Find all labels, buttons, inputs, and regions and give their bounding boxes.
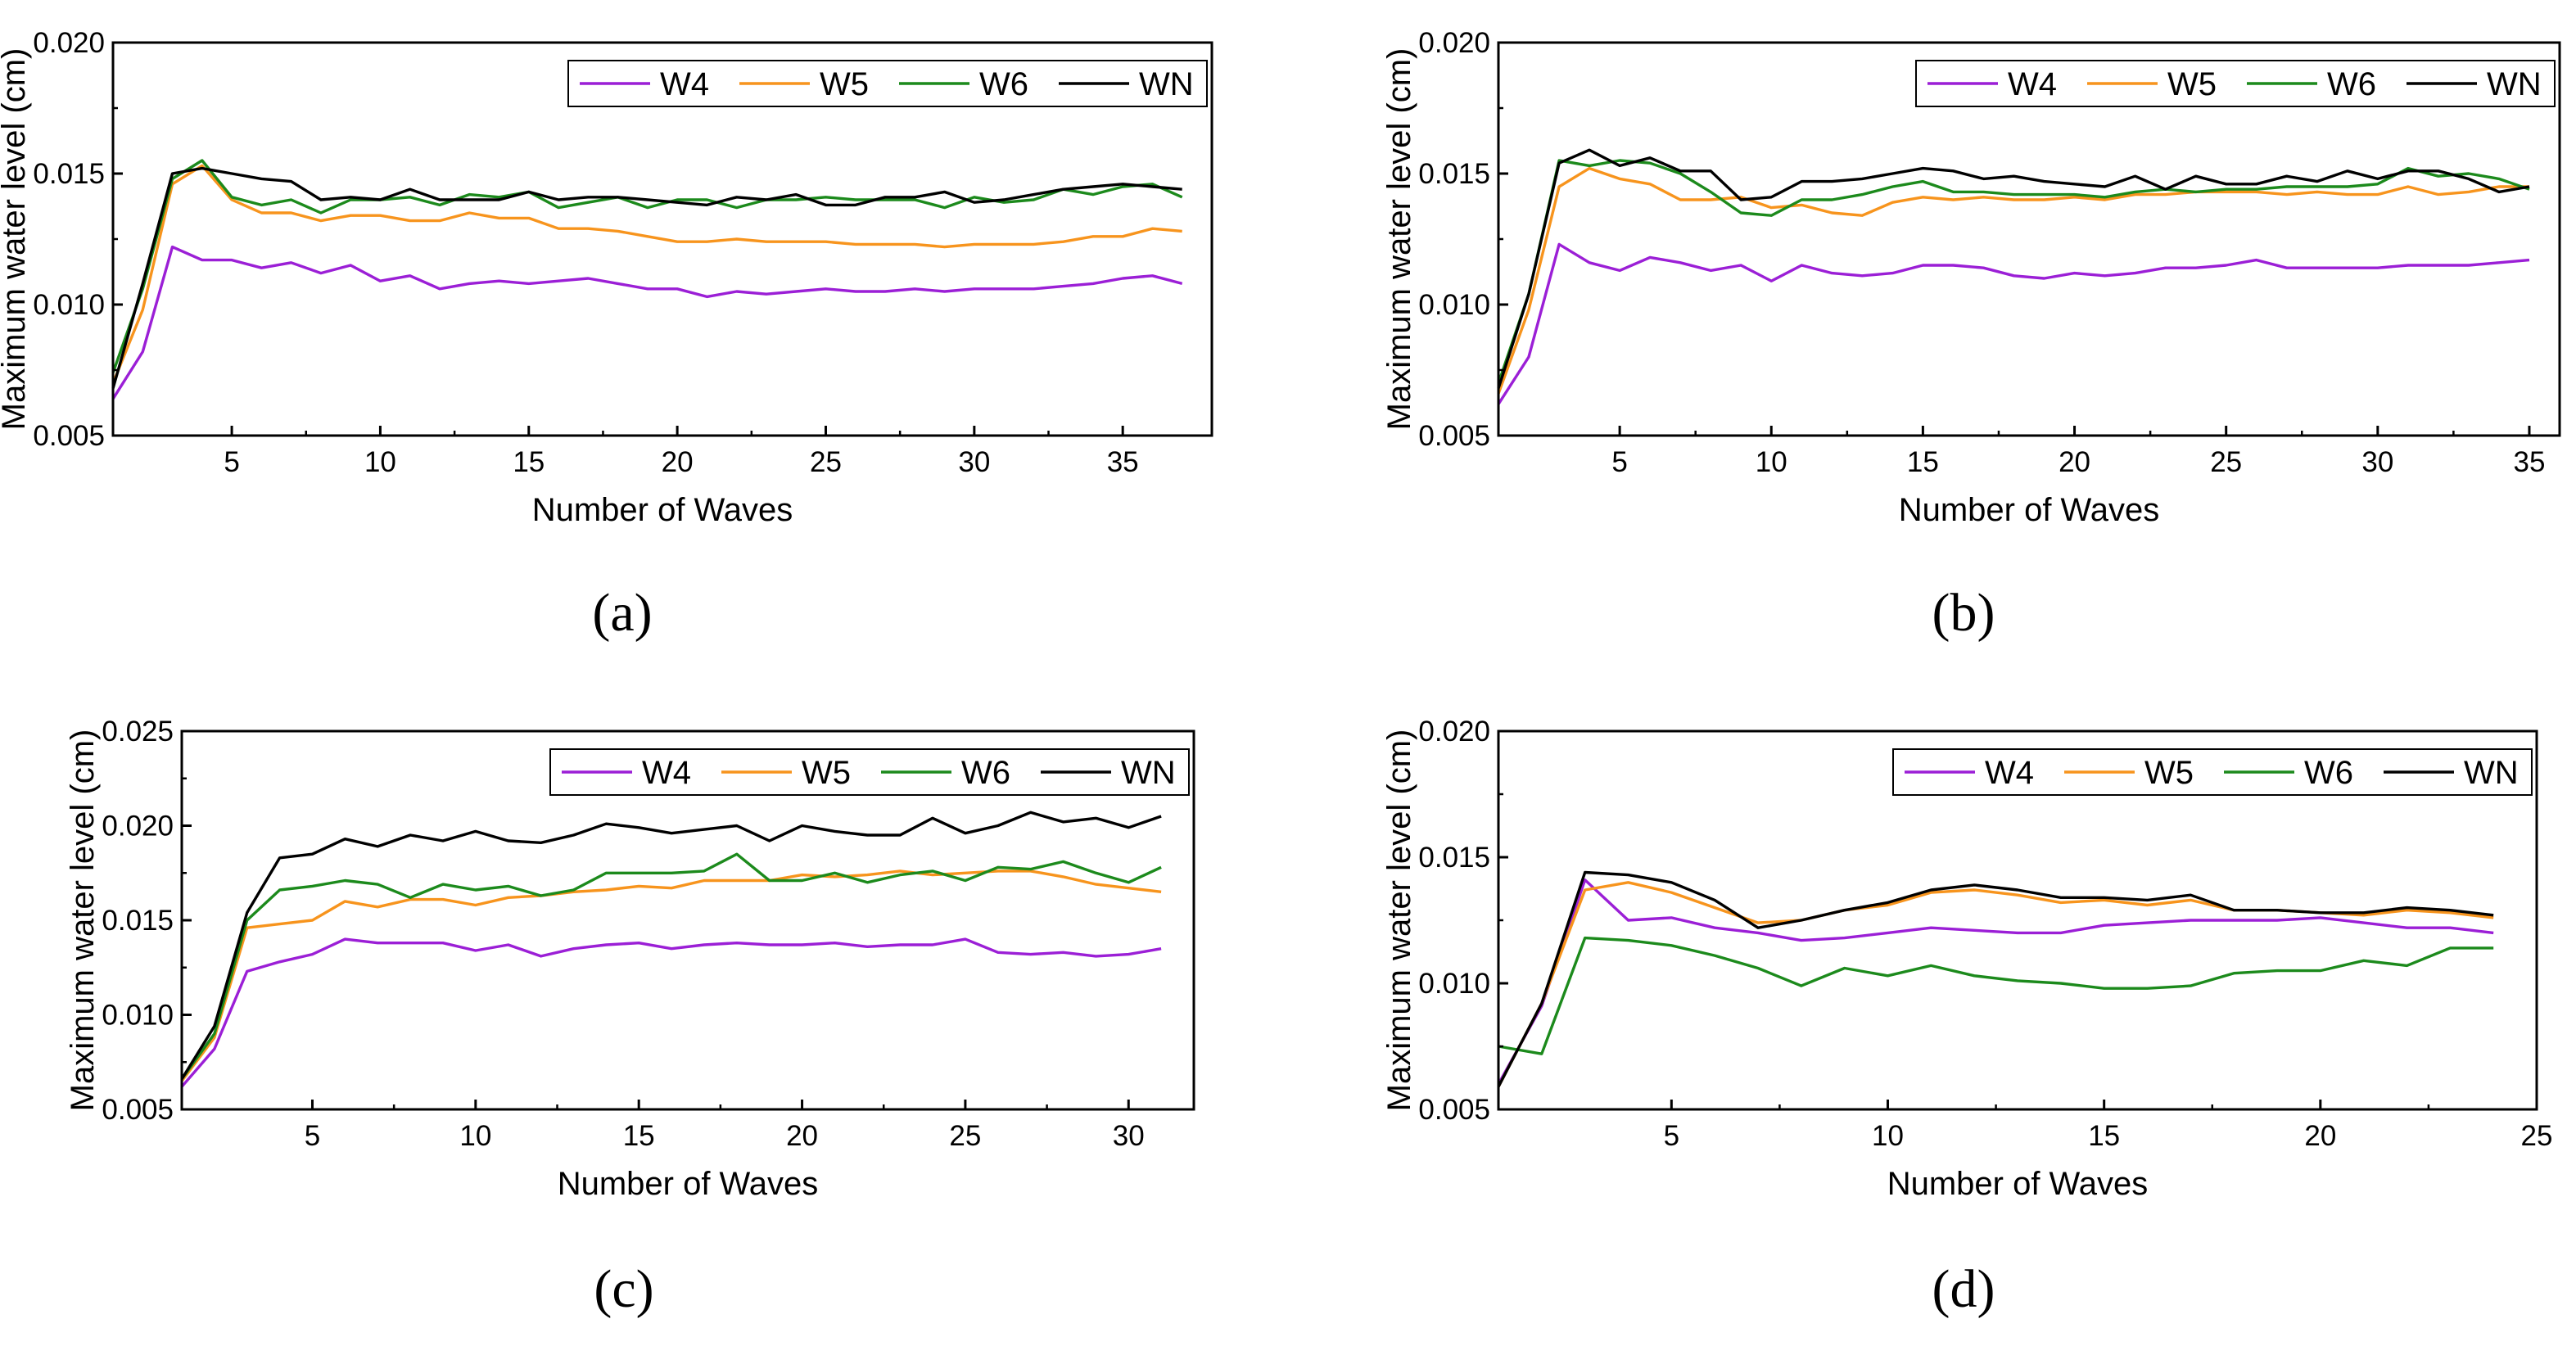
legend-label-wn: WN	[1121, 755, 1176, 791]
x-tick-label: 35	[2514, 446, 2546, 478]
y-tick-label: 0.015	[33, 158, 105, 190]
legend-label-w4: W4	[2008, 66, 2057, 102]
panel-caption: (b)	[1932, 583, 1995, 643]
series-line-w6	[180, 852, 1162, 1080]
x-tick-label: 15	[1907, 446, 1939, 478]
legend: W4 W5 W6 WN	[567, 60, 1208, 107]
legend-label-w5: W5	[2167, 66, 2217, 102]
x-tick-label: 25	[2521, 1120, 2553, 1152]
legend: W4 W5 W6 WN	[1892, 748, 2533, 796]
legend-label-w5: W5	[2144, 755, 2194, 791]
x-tick-label: 5	[305, 1120, 320, 1152]
legend-label-wn: WN	[2464, 755, 2519, 791]
y-tick-label: 0.020	[33, 27, 105, 59]
panel-caption: (c)	[594, 1259, 653, 1319]
x-tick-label: 25	[2210, 446, 2242, 478]
panel-caption: (d)	[1932, 1259, 1995, 1319]
series-line-wn	[180, 811, 1162, 1080]
y-tick-label: 0.010	[33, 289, 105, 321]
y-axis-title: Maximum water level (cm)	[0, 48, 32, 431]
y-tick-label: 0.015	[1418, 842, 1490, 874]
legend-label-w4: W4	[1985, 755, 2034, 791]
series-line-w4	[1497, 878, 2494, 1086]
y-tick-label: 0.005	[102, 1094, 174, 1126]
legend-label-w6: W6	[979, 66, 1028, 102]
x-tick-label: 20	[2304, 1120, 2336, 1152]
x-tick-label: 15	[513, 446, 545, 478]
x-tick-label: 15	[623, 1120, 655, 1152]
x-axis-title: Number of Waves	[1887, 1166, 2149, 1202]
x-tick-label: 20	[786, 1120, 818, 1152]
legend: W4 W5 W6 WN	[549, 748, 1190, 796]
series-line-w4	[111, 245, 1183, 400]
x-axis-title: Number of Waves	[558, 1166, 819, 1202]
series-line-wn	[1497, 148, 2530, 389]
legend-label-w4: W4	[642, 755, 691, 791]
y-tick-label: 0.020	[1418, 716, 1490, 748]
chart-panel-c: 5 10 15 20 25 30 0.005 0.010 0.015 0.020 0.025 Numb…	[65, 716, 1195, 1319]
x-axis-title: Number of Waves	[1899, 492, 2160, 528]
x-tick-label: 35	[1107, 446, 1139, 478]
x-tick-label: 30	[958, 446, 990, 478]
x-tick-label: 10	[1756, 446, 1787, 478]
x-tick-label: 15	[2088, 1120, 2120, 1152]
panel-caption: (a)	[592, 583, 652, 643]
y-tick-label: 0.020	[1418, 27, 1490, 59]
y-tick-label: 0.010	[102, 1000, 174, 1032]
y-axis-title: Maximum water level (cm)	[1381, 48, 1417, 431]
series-line-w6	[1498, 936, 2494, 1055]
y-tick-label: 0.020	[102, 811, 174, 842]
series-line-w5	[180, 869, 1162, 1082]
legend-label-w5: W5	[820, 66, 869, 102]
x-tick-label: 10	[1872, 1120, 1904, 1152]
x-tick-label: 20	[662, 446, 694, 478]
legend-label-wn: WN	[2487, 66, 2542, 102]
x-tick-label: 25	[949, 1120, 981, 1152]
chart-panel-a: 5 10 15 20 25 30 35 0.005 0.010 0.015 0.020 Number …	[0, 27, 1213, 643]
legend-label-w6: W6	[2327, 66, 2376, 102]
legend: W4 W5 W6 WN	[1915, 60, 2556, 107]
x-tick-label: 10	[459, 1120, 491, 1152]
legend-label-wn: WN	[1139, 66, 1194, 102]
x-tick-label: 5	[1611, 446, 1627, 478]
x-tick-label: 5	[224, 446, 239, 478]
x-tick-label: 20	[2059, 446, 2090, 478]
series-line-w6	[1497, 159, 2530, 384]
x-tick-label: 30	[2361, 446, 2393, 478]
x-tick-label: 10	[364, 446, 396, 478]
y-axis-title: Maximum water level (cm)	[65, 729, 101, 1112]
y-tick-label: 0.010	[1418, 289, 1490, 321]
y-tick-label: 0.005	[1418, 420, 1490, 452]
legend-label-w4: W4	[660, 66, 709, 102]
x-tick-label: 5	[1664, 1120, 1679, 1152]
series-line-w4	[1497, 242, 2530, 405]
series-line-w4	[180, 937, 1162, 1088]
legend-label-w6: W6	[2304, 755, 2353, 791]
x-tick-label: 25	[810, 446, 842, 478]
y-axis-title: Maximum water level (cm)	[1381, 729, 1417, 1112]
series-line-wn	[1497, 870, 2494, 1088]
series-line-w5	[1497, 166, 2529, 395]
x-axis-title: Number of Waves	[532, 492, 793, 528]
legend-label-w6: W6	[961, 755, 1010, 791]
series-line-w5	[111, 164, 1182, 384]
y-tick-label: 0.010	[1418, 968, 1490, 1000]
series-line-wn	[111, 166, 1182, 389]
y-tick-label: 0.005	[33, 420, 105, 452]
y-tick-label: 0.025	[102, 716, 174, 748]
x-tick-label: 30	[1113, 1120, 1145, 1152]
legend-label-w5: W5	[802, 755, 851, 791]
y-tick-label: 0.015	[102, 905, 174, 937]
y-tick-label: 0.005	[1418, 1094, 1490, 1126]
chart-panel-d: 5 10 15 20 25 0.005 0.010 0.015 0.020 Number of W…	[1381, 716, 2552, 1319]
series-line-w6	[111, 159, 1183, 373]
chart-panel-b: 5 10 15 20 25 30 35 0.005 0.010 0.015 0.020 Number …	[1381, 27, 2561, 643]
y-tick-label: 0.015	[1418, 158, 1490, 190]
